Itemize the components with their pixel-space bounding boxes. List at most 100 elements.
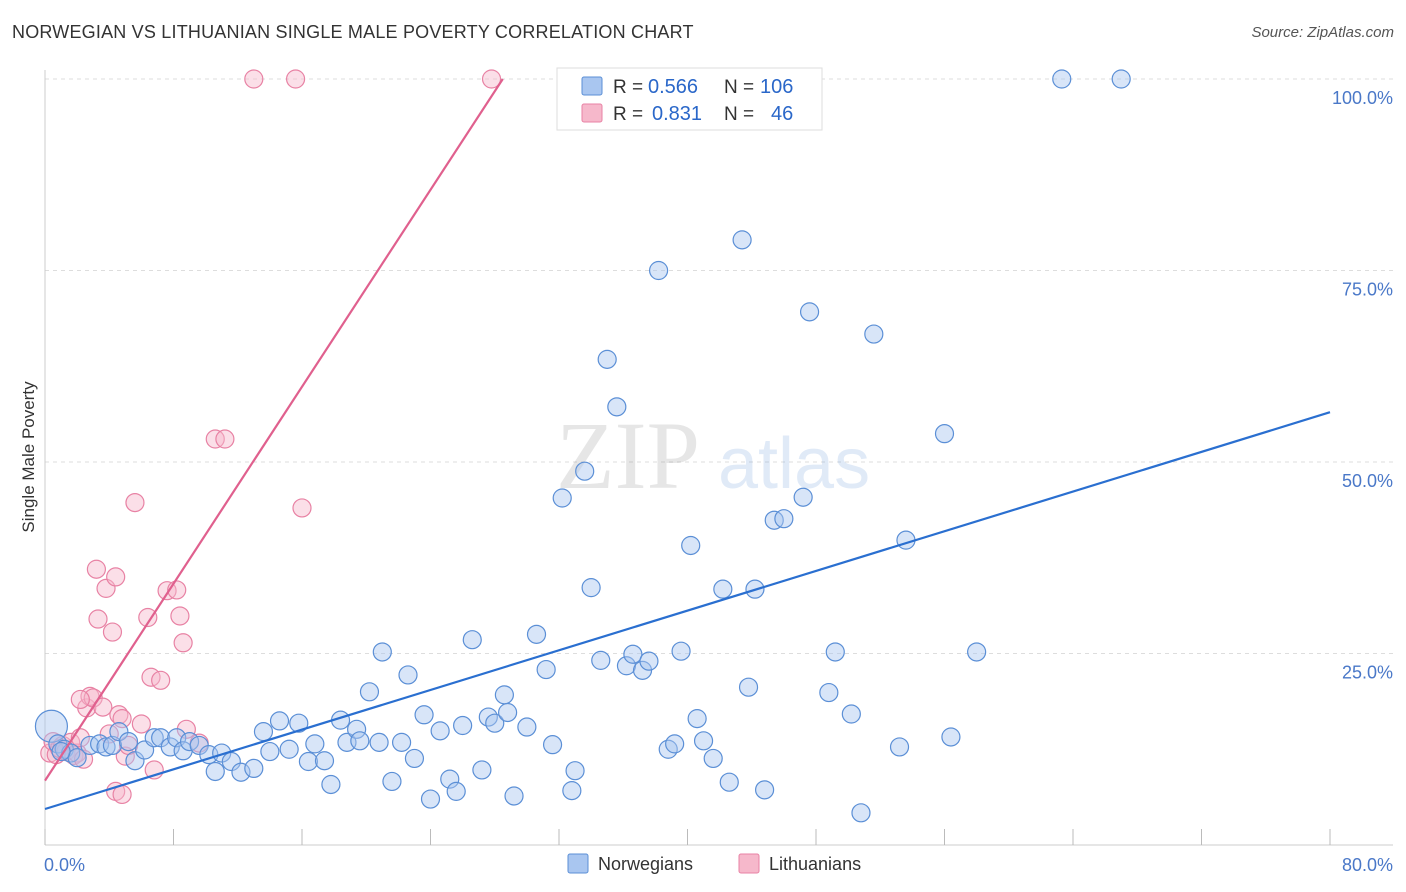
x-ticks bbox=[44, 829, 1331, 845]
grid-layer bbox=[45, 78, 1393, 654]
norwegian-point-53 bbox=[472, 760, 492, 780]
lithuanian-point-7 bbox=[64, 745, 84, 765]
norwegian-point-58 bbox=[504, 786, 524, 806]
trendlines bbox=[44, 78, 1331, 811]
legend-r-label-2: R = bbox=[613, 104, 643, 125]
norwegian-point-81 bbox=[693, 731, 714, 751]
norwegian-point-84 bbox=[719, 772, 739, 792]
norwegian-point-92 bbox=[799, 302, 820, 322]
y-tick-label-25: 25.0% bbox=[1342, 663, 1393, 683]
norwegian-point-94 bbox=[825, 642, 845, 662]
norwegian-point-74 bbox=[639, 651, 659, 671]
x-tick-label-min: 0.0% bbox=[44, 855, 85, 875]
lithuanian-point-42 bbox=[481, 69, 502, 89]
series-legend-lithuanians: Lithuanians bbox=[769, 854, 861, 874]
lithuanian-point-30 bbox=[151, 670, 171, 690]
norwegian-point-76 bbox=[658, 739, 678, 759]
norwegian-point-10 bbox=[118, 731, 139, 752]
norwegian-point-18 bbox=[179, 731, 200, 752]
norwegian-point-39 bbox=[359, 682, 380, 702]
legend-n-value-1: 106 bbox=[760, 76, 793, 98]
norwegian-point-65 bbox=[565, 761, 585, 781]
correlation-legend: R = 0.566 N = 106 R = 0.831 N = 46 bbox=[556, 67, 823, 131]
watermark: ZIP atlas bbox=[556, 402, 870, 509]
norwegian-point-78 bbox=[671, 641, 691, 661]
chart-source: Source: ZipAtlas.com bbox=[1251, 24, 1394, 41]
norwegian-point-60 bbox=[526, 624, 547, 644]
norwegian-point-32 bbox=[305, 734, 325, 754]
norwegian-point-24 bbox=[231, 762, 251, 782]
lithuanian-point-37 bbox=[205, 429, 225, 449]
norwegian-point-90 bbox=[774, 509, 794, 529]
lithuanian-trendline bbox=[44, 78, 504, 782]
norwegian-point-63 bbox=[552, 488, 572, 508]
lithuanian-point-44 bbox=[70, 689, 90, 710]
norwegian-point-52 bbox=[462, 630, 482, 650]
norwegian-point-26 bbox=[253, 722, 274, 742]
norwegian-point-44 bbox=[398, 665, 418, 685]
norwegian-point-27 bbox=[260, 741, 280, 762]
lithuanian-point-25 bbox=[125, 492, 145, 513]
norwegian-point-83 bbox=[713, 579, 733, 599]
norwegian-point-97 bbox=[864, 324, 884, 344]
norwegian-point-33 bbox=[314, 751, 335, 771]
norwegian-point-30 bbox=[289, 713, 309, 733]
legend-n-label-1: N = bbox=[724, 77, 754, 98]
norwegian-point-25 bbox=[244, 758, 264, 779]
norwegian-point-7 bbox=[96, 737, 116, 757]
norwegian-point-0 bbox=[34, 709, 69, 743]
norwegian-point-89 bbox=[764, 510, 784, 530]
lithuanian-point-27 bbox=[138, 607, 158, 628]
legend-n-value-2: 46 bbox=[771, 103, 793, 125]
norwegian-trendline bbox=[44, 411, 1331, 811]
norwegian-point-29 bbox=[279, 739, 299, 759]
lithuanian-point-40 bbox=[285, 69, 306, 89]
norwegian-point-38 bbox=[350, 731, 370, 751]
y-tick-label-75: 75.0% bbox=[1342, 280, 1393, 300]
norwegian-point-88 bbox=[754, 780, 775, 800]
norwegian-point-5 bbox=[80, 735, 100, 756]
norwegian-point-91 bbox=[793, 487, 813, 507]
norwegian-point-75 bbox=[648, 260, 669, 281]
norwegian-point-96 bbox=[851, 803, 871, 823]
lithuanian-point-20 bbox=[106, 567, 126, 587]
x-tick-label-max: 80.0% bbox=[1342, 855, 1393, 875]
chart-title: NORWEGIAN VS LITHUANIAN SINGLE MALE POVE… bbox=[12, 22, 694, 42]
legend-n-label-2: N = bbox=[724, 104, 754, 125]
norwegian-point-67 bbox=[581, 578, 601, 598]
norwegian-point-69 bbox=[597, 349, 617, 369]
norwegian-point-45 bbox=[404, 748, 425, 769]
norwegian-point-13 bbox=[144, 728, 164, 748]
lithuanian-point-15 bbox=[88, 609, 108, 629]
y-tick-label-100: 100.0% bbox=[1332, 88, 1393, 108]
norwegian-point-9 bbox=[109, 722, 129, 742]
norwegian-point-64 bbox=[562, 781, 582, 801]
watermark-zip: ZIP bbox=[556, 402, 700, 509]
norwegian-point-72 bbox=[623, 644, 643, 664]
series-legend-norwegians: Norwegians bbox=[598, 854, 693, 874]
legend-r-label-1: R = bbox=[613, 77, 643, 98]
norwegian-point-11 bbox=[125, 751, 145, 771]
norwegian-point-55 bbox=[485, 713, 505, 733]
norwegian-point-34 bbox=[321, 774, 341, 795]
norwegian-point-86 bbox=[738, 677, 759, 697]
lithuanian-point-41 bbox=[292, 498, 312, 518]
watermark-atlas: atlas bbox=[718, 424, 870, 504]
norwegian-point-51 bbox=[453, 715, 473, 736]
lithuanian-point-19 bbox=[102, 622, 123, 642]
norwegian-point-103 bbox=[1052, 69, 1072, 89]
norwegian-point-105 bbox=[51, 741, 71, 762]
norwegian-point-59 bbox=[517, 717, 537, 737]
y-tick-label-50: 50.0% bbox=[1342, 471, 1393, 491]
norwegian-point-100 bbox=[934, 424, 955, 444]
norwegian-point-102 bbox=[967, 642, 987, 662]
lithuanian-point-34 bbox=[173, 633, 193, 653]
y-axis-label: Single Male Poverty bbox=[19, 381, 38, 533]
norwegian-point-101 bbox=[941, 727, 961, 747]
norwegian-point-56 bbox=[494, 685, 514, 705]
norwegian-point-104 bbox=[1111, 69, 1131, 89]
lithuanian-point-39 bbox=[244, 69, 264, 89]
lithuanian-point-26 bbox=[131, 714, 151, 734]
lithuanian-point-33 bbox=[170, 606, 190, 626]
lithuanian-point-23 bbox=[115, 746, 135, 766]
